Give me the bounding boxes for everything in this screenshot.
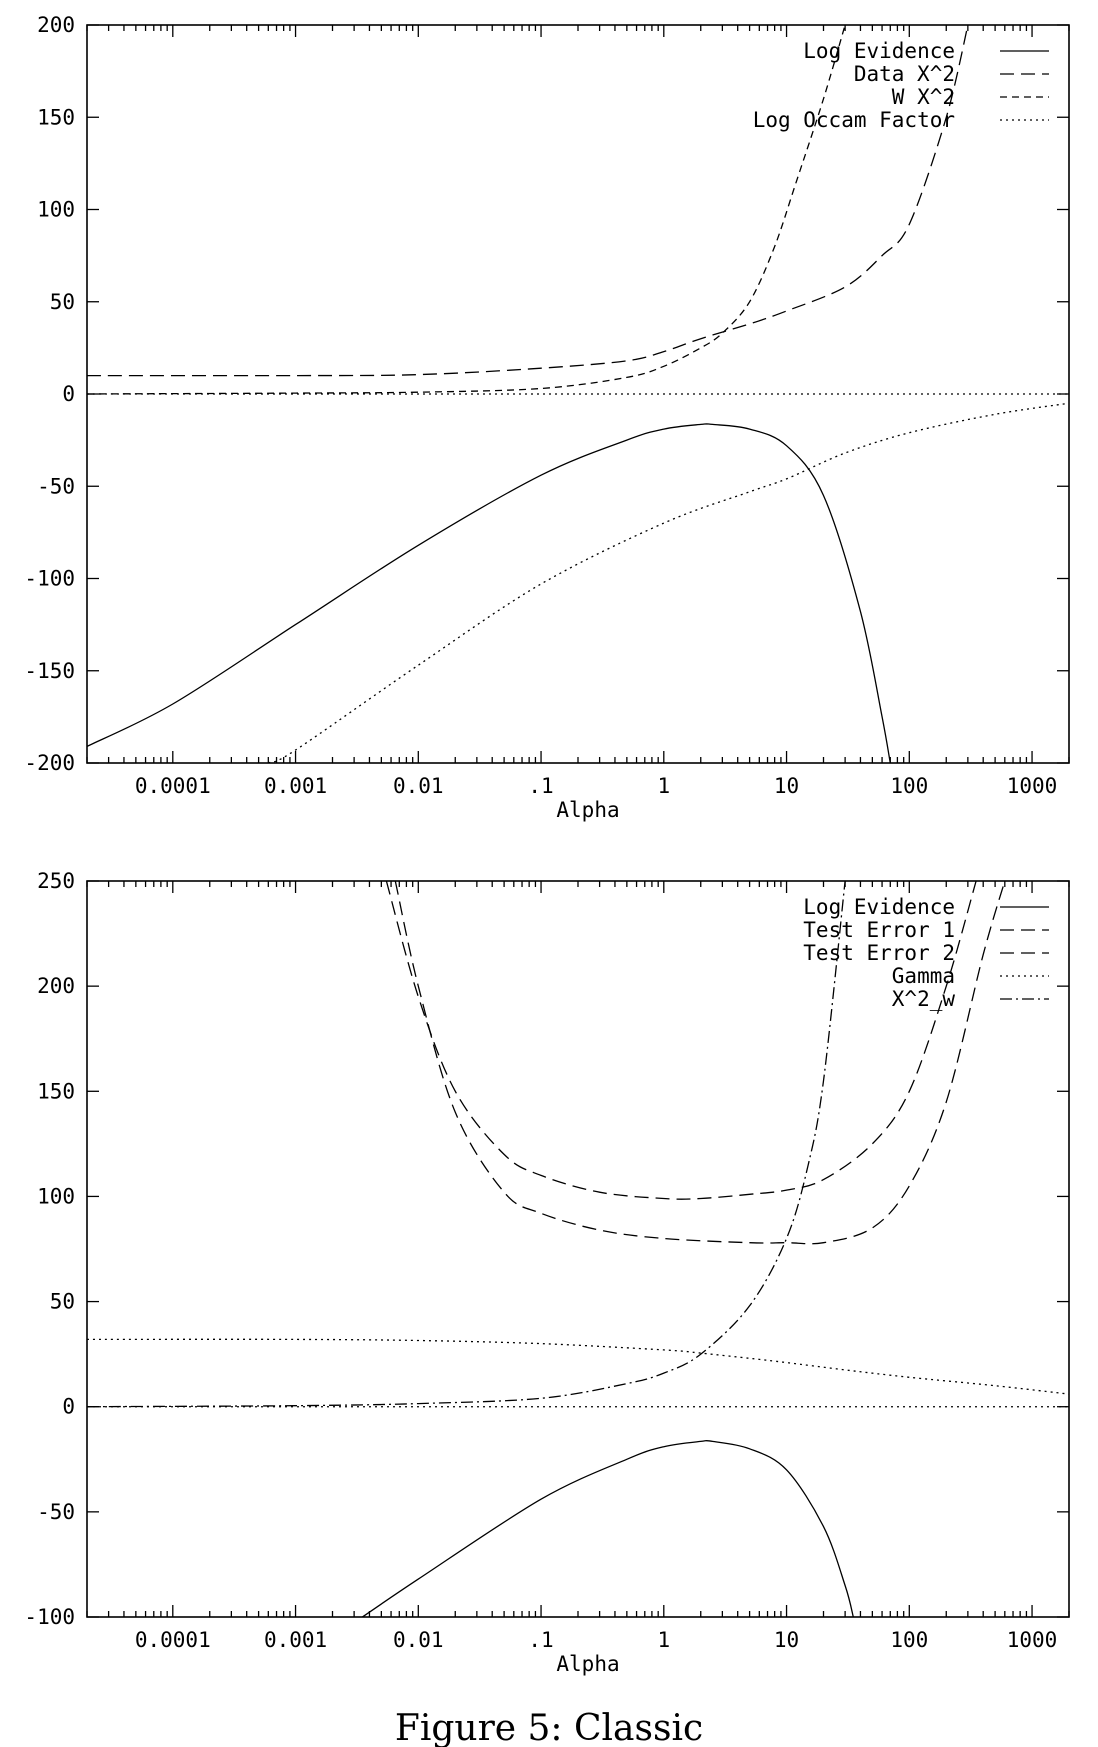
chart-0-y-tick-label-6: -100 — [24, 567, 75, 591]
chart-0-x-tick-label-1: 0.001 — [264, 774, 327, 798]
chart-1-series-2 — [394, 881, 1006, 1245]
chart-1-x-axis-title: Alpha — [556, 1652, 619, 1676]
chart-0-series-3 — [268, 402, 1069, 763]
chart-1-y-tick-label-1: 200 — [37, 974, 75, 998]
chart-0-legend-label-0: Log Evidence — [803, 39, 955, 63]
chart-1-legend-label-2: Test Error 2 — [803, 941, 955, 965]
chart-1-y-tick-label-6: -50 — [37, 1500, 75, 1524]
chart-1-series-0 — [361, 1439, 854, 1617]
chart-1-x-tick-label-4: 1 — [657, 1628, 670, 1652]
chart-0-x-tick-label-3: .1 — [528, 774, 553, 798]
chart-0-y-tick-label-4: 0 — [62, 382, 75, 406]
chart-0-y-tick-label-5: -50 — [37, 474, 75, 498]
chart-1-x-tick-label-7: 1000 — [1007, 1628, 1058, 1652]
chart-0-x-tick-label-0: 0.0001 — [135, 774, 211, 798]
chart-0-y-tick-label-8: -200 — [24, 751, 75, 775]
chart-0-y-tick-label-3: 50 — [50, 290, 75, 314]
chart-0-y-tick-label-2: 100 — [37, 198, 75, 222]
chart-0-series-2 — [87, 25, 846, 395]
chart-1-y-tick-label-3: 100 — [37, 1184, 75, 1208]
chart-bottom: 250 200 150 100 50 0 -50 -100 0.0001 0.001 0.01 .1 1… — [24, 869, 1070, 1676]
chart-1-legend-label-3: Gamma — [892, 964, 955, 988]
chart-0-plot-frame — [86, 24, 1070, 764]
chart-0-series-0 — [87, 423, 891, 763]
chart-0-x-tick-label-5: 10 — [774, 774, 799, 798]
chart-top: 200 150 100 50 0 -50 -100 -150 -200 0.0001 0.001 0.… — [24, 13, 1070, 822]
chart-0-x-axis-title: Alpha — [556, 798, 619, 822]
chart-0-legend-label-2: W X^2 — [892, 85, 955, 109]
chart-0-legend-label-3: Log Occam Factor — [753, 108, 955, 132]
chart-1-y-tick-label-2: 150 — [37, 1079, 75, 1103]
chart-1-legend-label-4: X^2_w — [892, 987, 956, 1011]
chart-0-x-tick-label-7: 1000 — [1007, 774, 1058, 798]
chart-1-y-tick-label-7: -100 — [24, 1605, 75, 1629]
chart-1-legend-label-0: Log Evidence — [803, 895, 955, 919]
chart-1-y-tick-label-0: 250 — [37, 869, 75, 893]
chart-1-series-4 — [87, 881, 846, 1408]
figure-caption: Figure 5: Classic — [395, 1708, 703, 1747]
chart-1-plot-frame — [86, 880, 1070, 1618]
chart-0-x-tick-label-6: 100 — [890, 774, 928, 798]
chart-1-legend-label-1: Test Error 1 — [803, 918, 955, 942]
chart-1-x-tick-label-2: 0.01 — [393, 1628, 444, 1652]
chart-0-legend-label-1: Data X^2 — [854, 62, 955, 86]
chart-1-x-tick-label-6: 100 — [890, 1628, 928, 1652]
chart-0-plot-area — [87, 25, 1069, 763]
chart-0-series-1 — [87, 25, 969, 377]
chart-1-series-3 — [87, 1338, 1069, 1395]
chart-0-y-tick-label-7: -150 — [24, 659, 75, 683]
chart-1-x-tick-label-0: 0.0001 — [135, 1628, 211, 1652]
chart-1-x-tick-label-1: 0.001 — [264, 1628, 327, 1652]
chart-1-series-1 — [385, 881, 977, 1200]
chart-1-plot-area — [87, 881, 1069, 1617]
chart-0-x-tick-label-4: 1 — [657, 774, 670, 798]
chart-0-y-tick-label-1: 150 — [37, 105, 75, 129]
chart-1-x-tick-label-5: 10 — [774, 1628, 799, 1652]
chart-0-x-tick-label-2: 0.01 — [393, 774, 444, 798]
chart-1-y-tick-label-4: 50 — [50, 1290, 75, 1314]
chart-1-y-tick-label-5: 0 — [62, 1395, 75, 1419]
chart-0-y-tick-label-0: 200 — [37, 13, 75, 37]
chart-1-x-tick-label-3: .1 — [528, 1628, 553, 1652]
